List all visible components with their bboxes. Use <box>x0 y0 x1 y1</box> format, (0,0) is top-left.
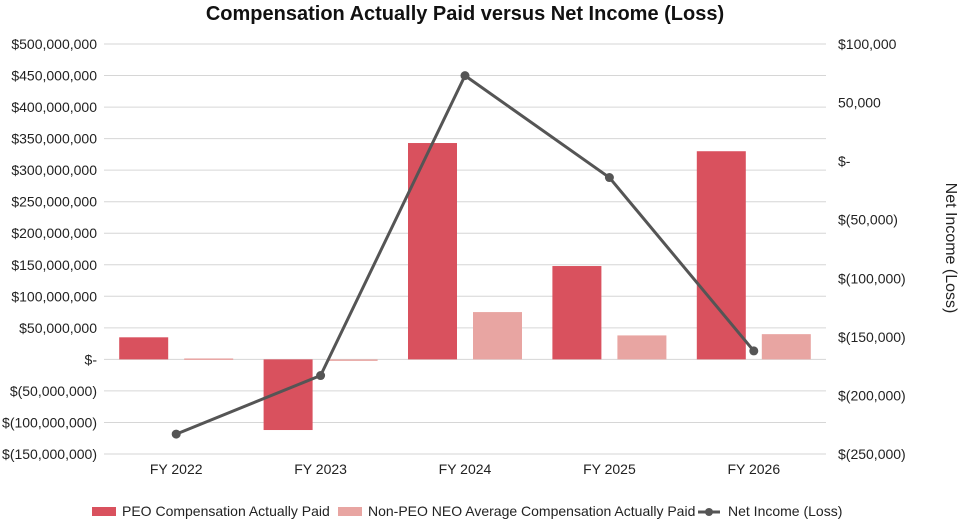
left-tick-label: $- <box>85 351 98 367</box>
x-category-label: FY 2022 <box>150 461 203 477</box>
left-tick-label: $450,000,000 <box>11 68 97 84</box>
net-income-point-5 <box>749 346 759 356</box>
right-tick-label: $(50,000) <box>838 212 898 228</box>
left-tick-label: $350,000,000 <box>11 131 97 147</box>
right-axis-title: Net Income (Loss) <box>942 183 959 314</box>
right-tick-label: $(200,000) <box>838 387 906 403</box>
x-category-label: FY 2025 <box>583 461 636 477</box>
bars <box>119 143 811 431</box>
right-tick-label: $(100,000) <box>838 270 906 286</box>
legend-swatch-1 <box>92 507 116 516</box>
legend-line-marker <box>705 508 713 516</box>
left-tick-label: $400,000,000 <box>11 99 97 115</box>
net-income-point-1 <box>171 429 181 439</box>
left-tick-label: $(50,000,000) <box>10 383 97 399</box>
x-category-label: FY 2023 <box>294 461 347 477</box>
left-tick-label: $(100,000,000) <box>2 414 97 430</box>
left-tick-label: $500,000,000 <box>11 36 97 52</box>
right-tick-label: 50,000 <box>838 95 881 111</box>
left-tick-label: $150,000,000 <box>11 257 97 273</box>
left-tick-label: $50,000,000 <box>19 320 97 336</box>
net-income-point-2 <box>316 371 326 381</box>
non-peo-bar-2 <box>328 359 378 361</box>
legend-label-3: Net Income (Loss) <box>728 503 842 519</box>
left-tick-label: $300,000,000 <box>11 162 97 178</box>
non-peo-bar-1 <box>184 358 234 360</box>
net-income-line-layer <box>171 71 759 439</box>
right-tick-label: $(250,000) <box>838 446 906 462</box>
legend-swatch-2 <box>338 507 362 516</box>
x-category-label: FY 2024 <box>439 461 492 477</box>
x-category-label: FY 2026 <box>727 461 780 477</box>
non-peo-bar-3 <box>473 312 522 360</box>
left-tick-label: $200,000,000 <box>11 225 97 241</box>
legend-label-2: Non-PEO NEO Average Compensation Actuall… <box>368 503 695 519</box>
left-tick-label: $(150,000,000) <box>2 446 97 462</box>
chart-title: Compensation Actually Paid versus Net In… <box>206 3 724 25</box>
legend-label-1: PEO Compensation Actually Paid <box>122 503 330 519</box>
left-tick-label: $100,000,000 <box>11 288 97 304</box>
left-axis-ticks: $500,000,000 $450,000,000 $400,000,000 $350… <box>2 36 97 462</box>
non-peo-bar-4 <box>617 335 667 360</box>
net-income-point-3 <box>460 71 470 81</box>
right-tick-label: $(150,000) <box>838 329 906 345</box>
legend: PEO Compensation Actually Paid Non-PEO NE… <box>92 503 842 519</box>
right-axis-ticks: $100,000 50,000 $- $(50,000) $(100,000) $(150… <box>838 36 906 462</box>
non-peo-bar-5 <box>761 334 811 360</box>
right-tick-label: $100,000 <box>838 36 897 52</box>
net-income-line <box>175 74 755 436</box>
peo-bar-4 <box>552 266 602 360</box>
net-income-point-4 <box>604 173 614 183</box>
right-tick-label: $- <box>838 153 851 169</box>
left-tick-label: $250,000,000 <box>11 194 97 210</box>
x-axis-ticks: FY 2022 FY 2023 FY 2024 FY 2025 FY 2026 <box>150 461 780 477</box>
peo-bar-1 <box>119 337 169 360</box>
peo-bar-5 <box>696 151 746 360</box>
